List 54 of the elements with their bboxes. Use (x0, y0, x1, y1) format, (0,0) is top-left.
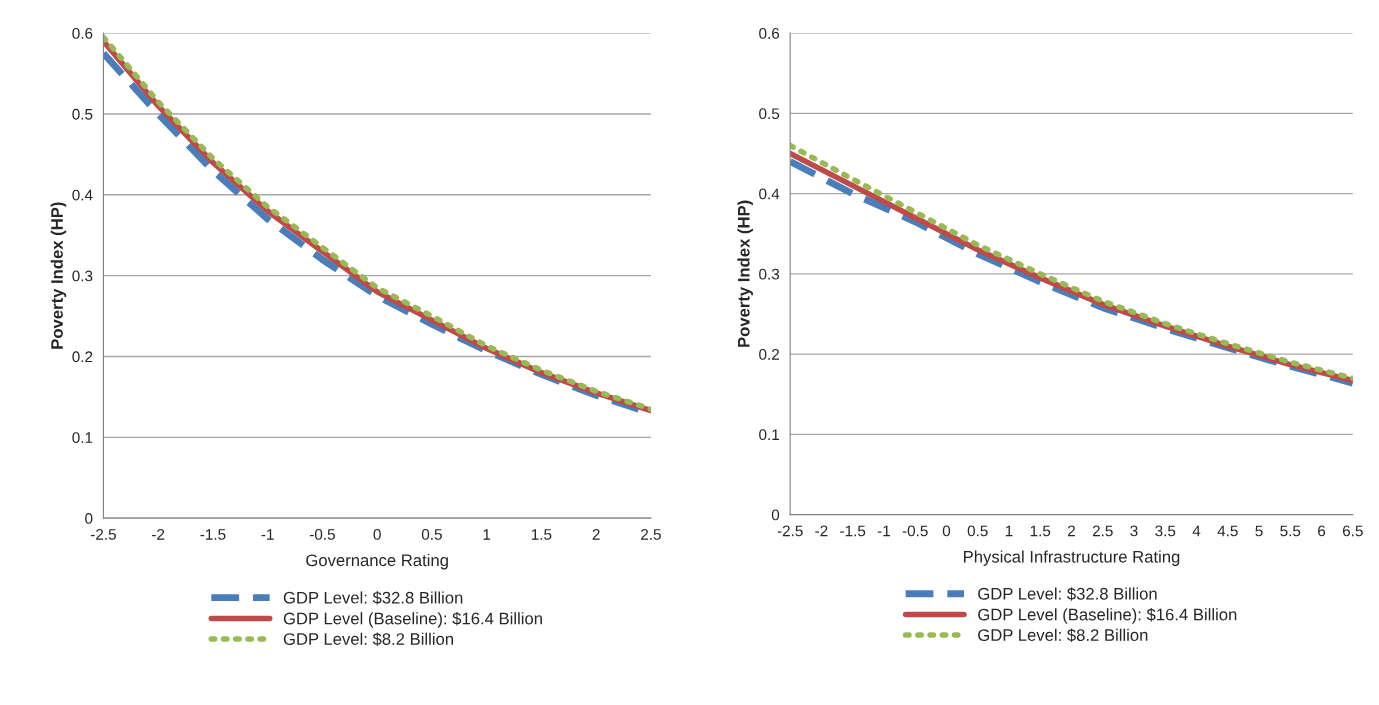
x-axis-title: Governance Rating (306, 553, 448, 570)
legend-label: GDP Level: $32.8 Billion (283, 591, 463, 605)
x-tick-label: 3.5 (1155, 525, 1176, 537)
y-tick-label: 0.3 (72, 270, 93, 282)
legend-label: GDP Level (Baseline): $16.4 Billion (978, 607, 1237, 624)
x-tick-label: 0.5 (421, 529, 442, 540)
x-tick-label: 5 (1255, 525, 1263, 537)
x-tick-label: 4.5 (1217, 525, 1238, 537)
x-tick-label: -2.5 (90, 529, 116, 540)
x-tick-label: 1 (483, 529, 491, 540)
x-tick-label: 4 (1192, 525, 1201, 537)
x-tick-label: -0.5 (309, 529, 335, 540)
y-tick-label: 0 (85, 513, 93, 524)
y-axis-title: Poverty Index (HP) (737, 200, 753, 347)
x-tick-label: -1 (877, 525, 890, 537)
y-tick-label: 0.3 (759, 268, 780, 280)
x-tick-label: 1 (1005, 525, 1013, 537)
x-tick-label: 2.5 (1092, 525, 1113, 537)
y-tick-label: 0.6 (72, 28, 93, 39)
x-tick-label: 2 (1068, 525, 1075, 537)
y-tick-label: 0 (771, 509, 780, 521)
y-tick-label: 0.4 (759, 188, 780, 200)
x-tick-label: -1.5 (840, 525, 866, 537)
x-tick-label: 1.5 (1030, 525, 1051, 537)
y-tick-label: 0.2 (759, 349, 779, 360)
x-tick-label: 3 (1130, 525, 1138, 537)
x-tick-label: -1.5 (200, 529, 226, 540)
x-tick-label: 6 (1318, 525, 1326, 537)
legend-label: GDP Level (Baseline): $16.4 Billion (283, 611, 542, 628)
x-tick-label: -2.5 (777, 525, 803, 537)
x-tick-label: 0 (942, 525, 951, 537)
x-tick-label: 6.5 (1342, 525, 1363, 537)
y-tick-label: 0.1 (72, 432, 93, 444)
y-tick-label: 0.5 (759, 108, 780, 120)
y-tick-label: 0.2 (72, 351, 93, 363)
y-tick-label: 0.4 (72, 189, 93, 201)
legend-label: GDP Level: $8.2 Billion (978, 628, 1148, 642)
y-tick-label: 0.1 (759, 429, 780, 441)
x-tick-label: -2 (815, 525, 828, 537)
y-tick-label: 0.5 (72, 108, 93, 120)
x-tick-label: 0 (373, 529, 381, 540)
legend-label: GDP Level: $8.2 Billion (283, 632, 453, 646)
y-axis-title: Poverty Index (HP) (50, 202, 67, 349)
x-tick-label: 0.5 (967, 525, 988, 537)
x-tick-label: 2 (592, 529, 600, 540)
y-tick-label: 0.6 (759, 28, 780, 39)
legend-label: GDP Level: $32.8 Billion (978, 587, 1157, 601)
x-tick-label: 5.5 (1280, 525, 1301, 537)
x-tick-label: 1.5 (531, 529, 552, 540)
x-tick-label: -0.5 (902, 525, 928, 537)
x-tick-label: -2 (152, 529, 165, 540)
x-axis-title: Physical Infrastructure Rating (964, 550, 1180, 566)
x-tick-label: 2.5 (641, 529, 661, 540)
x-tick-label: -1 (261, 529, 274, 540)
